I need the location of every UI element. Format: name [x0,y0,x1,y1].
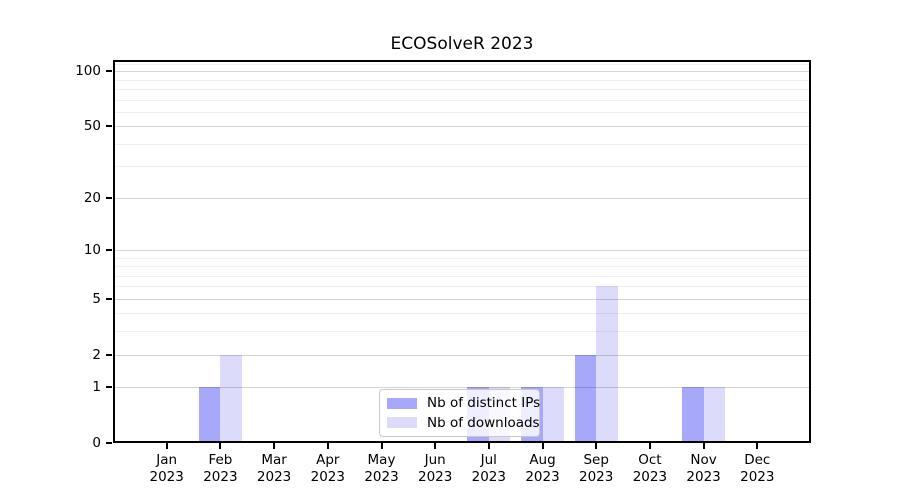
bar-downloads-nov [703,387,726,443]
x-tick-label-dec: Dec 2023 [740,452,775,485]
gridline-80 [113,88,811,90]
x-tick-mark [165,443,168,449]
y-tick-mark [106,297,112,300]
y-tick-label: 1 [92,379,101,396]
x-tick-label-sep: Sep 2023 [579,452,614,485]
x-tick-mark [219,443,222,449]
legend-item-downloads: Nb of downloads [387,415,540,431]
y-tick-label: 2 [92,346,101,363]
x-tick-label-jul: Jul 2023 [471,452,506,485]
x-tick-mark [487,443,490,449]
y-tick-label: 0 [92,435,101,451]
y-tick-label: 50 [83,118,101,135]
y-tick-mark [106,248,112,251]
x-tick-mark [541,443,544,449]
gridline-110 [113,63,811,65]
legend-label-distinct-ips: Nb of distinct IPs [427,395,541,412]
bar-distinct-ips-nov [682,387,704,443]
y-tick-mark [106,70,112,73]
gridline-3 [113,331,811,333]
gridline-100 [113,71,811,73]
plot-frame [113,60,811,443]
x-tick-mark [273,443,276,449]
bar-distinct-ips-sep [574,354,597,443]
x-tick-mark [756,443,759,449]
gridline-90 [113,79,811,81]
x-tick-mark [326,443,329,449]
gridline-7 [113,275,811,277]
y-tick-mark [106,125,112,128]
y-tick-label: 5 [92,290,101,307]
x-tick-label-apr: Apr 2023 [310,452,345,485]
x-tick-label-jan: Jan 2023 [149,452,184,485]
gridline-8 [113,266,811,267]
y-tick-label: 20 [83,189,101,206]
gridline-1 [113,387,811,389]
x-tick-label-oct: Oct 2023 [632,452,668,485]
x-tick-label-nov: Nov 2023 [686,452,721,485]
gridline-6 [113,286,811,288]
y-tick-label: 10 [83,241,101,258]
gridline-20 [113,197,811,199]
x-tick-mark [702,443,705,449]
x-tick-mark [380,443,383,449]
y-tick-mark [106,386,112,389]
gridline-10 [113,249,811,251]
legend-label-downloads: Nb of downloads [427,414,540,431]
x-tick-label-feb: Feb 2023 [203,452,238,485]
x-tick-mark [434,443,437,449]
y-tick-mark [106,353,112,356]
gridline-50 [113,126,811,128]
gridline-30 [113,166,811,168]
gridline-70 [113,99,811,101]
bar-downloads-feb [220,354,242,443]
legend-swatch-downloads-icon [387,417,417,429]
gridline-60 [113,111,811,113]
bar-downloads-sep [596,286,618,443]
gridline-2 [113,354,811,356]
plot-area: Nb of distinct IPs Nb of downloads [113,60,811,443]
legend-item-distinct-ips: Nb of distinct IPs [387,395,540,411]
gridline-4 [113,313,811,315]
chart-title: ECOSolveR 2023 [390,34,534,54]
gridline-9 [113,257,811,259]
x-tick-label-may: May 2023 [364,452,399,485]
x-tick-mark [595,443,598,449]
legend: Nb of distinct IPs Nb of downloads [379,389,540,437]
bar-distinct-ips-feb [198,387,221,443]
x-tick-label-aug: Aug 2023 [525,452,560,485]
bar-downloads-aug [542,387,564,443]
y-tick-label: 100 [75,63,101,80]
x-tick-mark [648,443,651,449]
gridline-40 [113,143,811,145]
y-tick-mark [106,196,112,199]
y-tick-mark [106,442,112,444]
gridline-5 [113,298,811,300]
x-tick-label-mar: Mar 2023 [256,452,292,485]
x-tick-label-jun: Jun 2023 [418,452,453,485]
legend-swatch-distinct-ips-icon [387,397,417,409]
